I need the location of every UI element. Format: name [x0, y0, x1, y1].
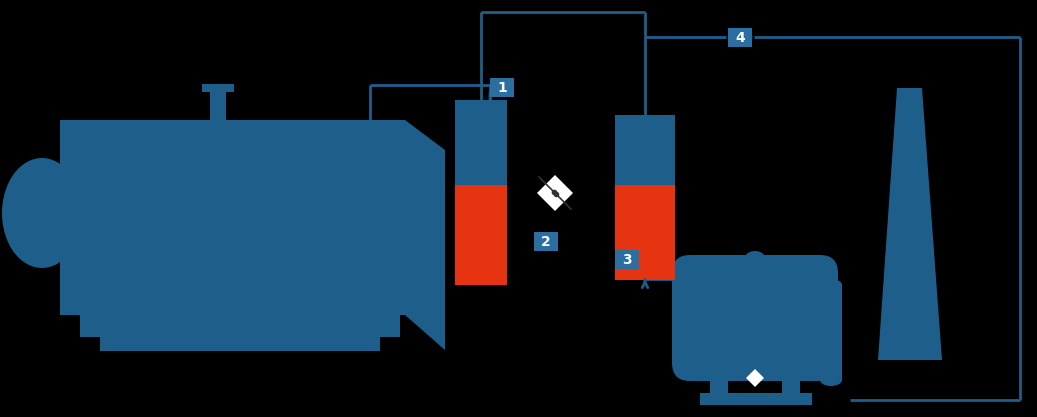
Bar [728, 28, 752, 47]
Text: 4: 4 [735, 30, 745, 45]
Bar [615, 250, 639, 269]
Bar [615, 115, 675, 280]
Polygon shape [615, 155, 675, 280]
Ellipse shape [2, 158, 82, 268]
Polygon shape [405, 120, 445, 350]
Bar [100, 337, 380, 351]
Text: 1: 1 [497, 80, 507, 95]
Bar [782, 363, 800, 393]
Bar [710, 363, 728, 393]
Bar [60, 120, 405, 315]
Bar [615, 115, 675, 185]
Bar [455, 100, 507, 285]
Ellipse shape [745, 251, 765, 265]
Ellipse shape [820, 279, 842, 291]
Text: 2: 2 [541, 234, 551, 249]
Bar [202, 84, 234, 92]
FancyBboxPatch shape [672, 255, 838, 381]
Ellipse shape [820, 374, 842, 386]
Text: 3: 3 [622, 253, 632, 266]
Polygon shape [878, 88, 942, 360]
Bar [745, 258, 765, 293]
Bar [534, 232, 558, 251]
Polygon shape [746, 369, 764, 387]
Bar [820, 285, 842, 380]
Bar [700, 393, 812, 405]
Polygon shape [455, 155, 507, 285]
Polygon shape [537, 175, 573, 211]
Ellipse shape [6, 190, 50, 260]
Bar [455, 100, 507, 185]
Bar [80, 315, 400, 337]
Bar [211, 88, 226, 120]
Bar [491, 78, 514, 97]
